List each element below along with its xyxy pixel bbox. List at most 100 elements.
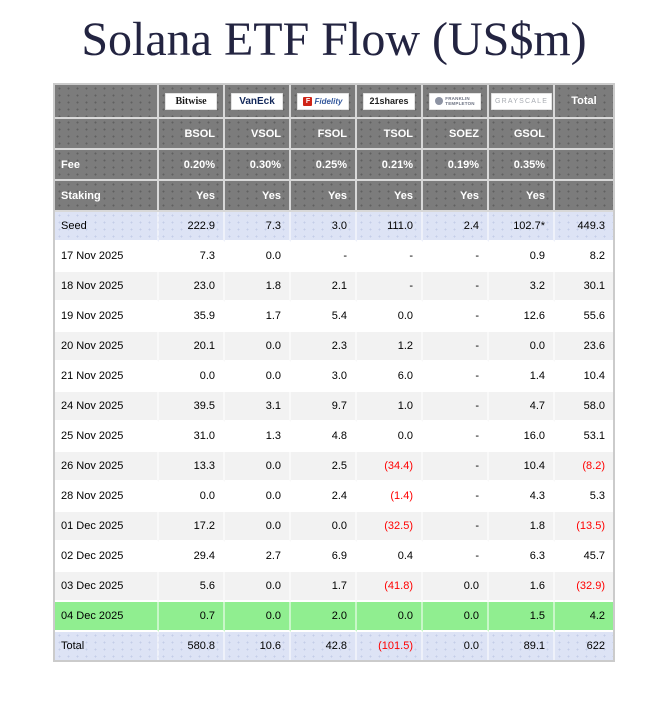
- cell-vsol: 0.0: [225, 452, 291, 482]
- cell-soez: -: [423, 362, 489, 392]
- row-label: 17 Nov 2025: [55, 242, 159, 272]
- bitwise-logo: Bitwise: [165, 92, 217, 110]
- cell-gsol: 89.1: [489, 632, 555, 660]
- cell-gsol: 10.4: [489, 452, 555, 482]
- cell-bsol: 35.9: [159, 302, 225, 332]
- page-title: Solana ETF Flow (US$m): [81, 13, 587, 66]
- ticker-soez: SOEZ: [423, 119, 489, 150]
- cell-fsol: 2.5: [291, 452, 357, 482]
- fidelity-logo-cell: F Fidelity: [291, 85, 357, 119]
- staking-bsol: Yes: [159, 181, 225, 212]
- corner-empty-cell: [55, 85, 159, 119]
- table-row: 25 Nov 2025 31.0 1.3 4.8 0.0 - 16.0 53.1: [55, 422, 613, 452]
- cell-soez: -: [423, 542, 489, 572]
- cell-fsol: 6.9: [291, 542, 357, 572]
- row-label: 01 Dec 2025: [55, 512, 159, 542]
- cell-tsol: 0.0: [357, 422, 423, 452]
- franklin-head-icon: [435, 97, 444, 105]
- staking-tsol: Yes: [357, 181, 423, 212]
- cell-tsol: 1.0: [357, 392, 423, 422]
- staking-gsol: Yes: [489, 181, 555, 212]
- cell-total: 8.2: [555, 242, 613, 272]
- cell-bsol: 31.0: [159, 422, 225, 452]
- cell-total: 5.3: [555, 482, 613, 512]
- cell-soez: -: [423, 482, 489, 512]
- table-row: Total 580.8 10.6 42.8 (101.5) 0.0 89.1 6…: [55, 632, 613, 660]
- ticker-vsol: VSOL: [225, 119, 291, 150]
- row-label: 24 Nov 2025: [55, 392, 159, 422]
- table-row: 20 Nov 2025 20.1 0.0 2.3 1.2 - 0.0 23.6: [55, 332, 613, 362]
- row-label: 02 Dec 2025: [55, 542, 159, 572]
- cell-tsol: 0.0: [357, 302, 423, 332]
- cell-bsol: 13.3: [159, 452, 225, 482]
- cell-vsol: 10.6: [225, 632, 291, 660]
- cell-tsol: 1.2: [357, 332, 423, 362]
- row-label: 25 Nov 2025: [55, 422, 159, 452]
- cell-bsol: 222.9: [159, 212, 225, 242]
- row-label: Seed: [55, 212, 159, 242]
- cell-bsol: 0.7: [159, 602, 225, 632]
- row-label: Total: [55, 632, 159, 660]
- cell-soez: -: [423, 392, 489, 422]
- cell-vsol: 0.0: [225, 512, 291, 542]
- cell-fsol: 42.8: [291, 632, 357, 660]
- cell-gsol: 1.8: [489, 512, 555, 542]
- cell-vsol: 2.7: [225, 542, 291, 572]
- cell-soez: -: [423, 452, 489, 482]
- cell-bsol: 0.0: [159, 482, 225, 512]
- row-label: 20 Nov 2025: [55, 332, 159, 362]
- fidelity-logo: F Fidelity: [297, 92, 349, 110]
- table-row: 03 Dec 2025 5.6 0.0 1.7 (41.8) 0.0 1.6 (…: [55, 572, 613, 602]
- fee-tsol: 0.21%: [357, 150, 423, 181]
- cell-gsol: 3.2: [489, 272, 555, 302]
- cell-tsol: 0.0: [357, 602, 423, 632]
- cell-fsol: 5.4: [291, 302, 357, 332]
- staking-fsol: Yes: [291, 181, 357, 212]
- cell-bsol: 580.8: [159, 632, 225, 660]
- 21shares-logo-cell: 21shares: [357, 85, 423, 119]
- cell-fsol: 3.0: [291, 362, 357, 392]
- cell-soez: 0.0: [423, 572, 489, 602]
- cell-total: (32.9): [555, 572, 613, 602]
- cell-bsol: 7.3: [159, 242, 225, 272]
- fidelity-f-icon: F: [303, 96, 313, 106]
- cell-vsol: 0.0: [225, 602, 291, 632]
- cell-fsol: 2.3: [291, 332, 357, 362]
- fee-fsol: 0.25%: [291, 150, 357, 181]
- table-row: 02 Dec 2025 29.4 2.7 6.9 0.4 - 6.3 45.7: [55, 542, 613, 572]
- logo-header-row: Bitwise VanEck F Fidelity 21shares: [55, 85, 613, 119]
- cell-vsol: 0.0: [225, 332, 291, 362]
- cell-total: 53.1: [555, 422, 613, 452]
- row-label: 18 Nov 2025: [55, 272, 159, 302]
- cell-gsol: 1.5: [489, 602, 555, 632]
- bitwise-logo-cell: Bitwise: [159, 85, 225, 119]
- table-row: 18 Nov 2025 23.0 1.8 2.1 - - 3.2 30.1: [55, 272, 613, 302]
- grayscale-logo: GRAYSCALE: [491, 92, 553, 110]
- vaneck-logo: VanEck: [231, 92, 283, 110]
- cell-fsol: 3.0: [291, 212, 357, 242]
- ticker-bsol: BSOL: [159, 119, 225, 150]
- fee-row-label: Fee: [55, 150, 159, 181]
- fee-soez: 0.19%: [423, 150, 489, 181]
- staking-row: Staking Yes Yes Yes Yes Yes Yes: [55, 181, 613, 212]
- table-row: 26 Nov 2025 13.3 0.0 2.5 (34.4) - 10.4 (…: [55, 452, 613, 482]
- cell-gsol: 0.9: [489, 242, 555, 272]
- cell-fsol: 1.7: [291, 572, 357, 602]
- cell-soez: -: [423, 422, 489, 452]
- cell-tsol: -: [357, 272, 423, 302]
- cell-gsol: 4.3: [489, 482, 555, 512]
- cell-bsol: 5.6: [159, 572, 225, 602]
- cell-fsol: 2.0: [291, 602, 357, 632]
- cell-total: (13.5): [555, 512, 613, 542]
- cell-soez: -: [423, 512, 489, 542]
- vaneck-logo-cell: VanEck: [225, 85, 291, 119]
- fee-bsol: 0.20%: [159, 150, 225, 181]
- cell-bsol: 17.2: [159, 512, 225, 542]
- cell-gsol: 6.3: [489, 542, 555, 572]
- ticker-fsol: FSOL: [291, 119, 357, 150]
- staking-total-empty: [555, 181, 613, 212]
- cell-tsol: -: [357, 242, 423, 272]
- cell-tsol: 111.0: [357, 212, 423, 242]
- cell-bsol: 20.1: [159, 332, 225, 362]
- cell-fsol: 2.1: [291, 272, 357, 302]
